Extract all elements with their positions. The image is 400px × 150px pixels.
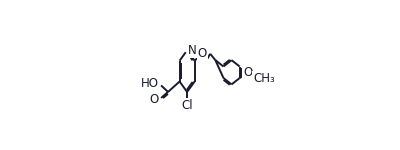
Text: N: N [188, 44, 197, 57]
Text: Cl: Cl [181, 99, 193, 112]
Text: O: O [198, 47, 207, 60]
Text: HO: HO [141, 77, 159, 90]
Text: O: O [243, 66, 252, 79]
Text: O: O [150, 93, 159, 106]
Text: CH₃: CH₃ [253, 72, 275, 85]
